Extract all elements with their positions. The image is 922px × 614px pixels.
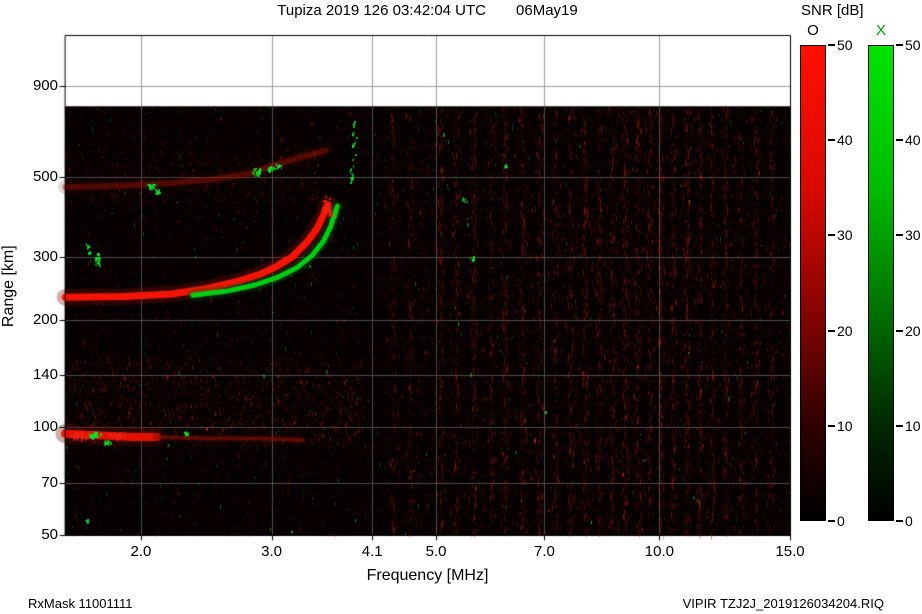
o-colorbar-tick-label: 0 [837,513,845,529]
rxmask-text: RxMask 11001111 [28,596,133,611]
o-mode-colorbar [800,45,826,521]
y-axis-title: Range [km] [0,245,17,328]
x-tick-label: 7.0 [534,543,555,560]
o-colorbar-tick-label: 20 [837,322,853,339]
y-tick-label: 200 [32,310,58,328]
o-colorbar-tick-label: 40 [837,132,853,149]
o-colorbar-tick [828,329,835,332]
x-tick-label: 10.0 [644,543,674,560]
x-colorbar-tick [896,234,903,237]
x-tick-label: 5.0 [425,543,447,560]
o-colorbar-tick [828,424,835,427]
o-colorbar-tick-label: 50 [837,37,853,53]
o-colorbar-tick [828,234,835,237]
o-colorbar-tick [828,139,835,142]
x-colorbar-tick [896,329,903,332]
o-colorbar-tick [828,44,835,46]
o-mode-label: O [807,22,819,39]
y-tick-label: 50 [41,526,58,543]
o-colorbar-tick-label: 10 [837,417,853,434]
y-tick-label: 140 [32,366,58,384]
x-colorbar-tick-label: 0 [905,513,913,529]
x-colorbar-tick-label: 20 [905,322,921,339]
filename-text: VIPIR TZJ2J_2019126034204.RIQ [682,596,884,611]
x-mode-colorbar [868,45,894,521]
x-tick-label: 3.0 [261,543,282,560]
x-tick-label: 4.1 [361,543,383,560]
plot-title: Tupiza 2019 126 03:42:04 UTC 06May19 [65,2,790,19]
o-colorbar-tick [828,520,835,522]
x-colorbar-tick [896,424,903,427]
y-tick-label: 300 [32,247,58,265]
y-tick-label: 100 [32,418,58,436]
title-text: Tupiza 2019 126 03:42:04 UTC [277,2,487,19]
colorbar-title: SNR [dB] [801,2,864,19]
x-colorbar-tick-label: 10 [905,417,921,434]
x-tick-label: 15.0 [775,543,805,560]
x-tick-label: 2.0 [130,543,152,560]
x-colorbar-tick [896,520,903,522]
y-tick-label: 70 [41,473,58,491]
y-tick-label: 900 [32,77,58,95]
x-colorbar-tick [896,139,903,142]
x-colorbar-tick-label: 50 [905,37,921,53]
x-colorbar-tick [896,44,903,46]
y-tick-label: 500 [32,168,58,186]
o-colorbar-tick-label: 30 [837,227,853,244]
x-axis-title: Frequency [MHz] [366,567,489,584]
x-colorbar-tick-label: 40 [905,132,921,149]
title-date: 06May19 [516,2,578,19]
x-colorbar-tick-label: 30 [905,227,921,244]
x-mode-label: X [875,22,886,39]
